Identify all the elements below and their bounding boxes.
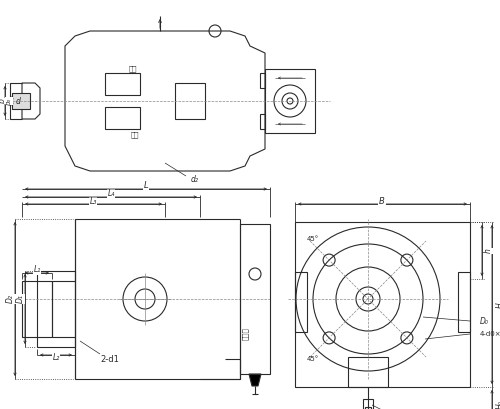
Bar	[348, 357, 388, 387]
Text: h: h	[484, 249, 492, 254]
Bar	[240, 224, 270, 374]
Text: 2-d1: 2-d1	[100, 355, 119, 364]
Bar	[260, 73, 265, 88]
Bar	[363, 399, 373, 409]
Text: L₂: L₂	[52, 353, 60, 362]
Bar	[175, 83, 205, 119]
Bar	[458, 272, 470, 332]
Bar	[12, 93, 30, 109]
Bar	[37, 271, 75, 347]
Text: D₂: D₂	[6, 294, 15, 303]
Text: D₁: D₁	[16, 294, 24, 303]
Text: D₀: D₀	[480, 317, 489, 326]
Text: H: H	[496, 302, 500, 308]
Text: L₄: L₄	[108, 189, 114, 198]
Text: 4-d0×h0: 4-d0×h0	[480, 331, 500, 337]
Text: 出口: 出口	[129, 66, 137, 72]
Polygon shape	[249, 374, 261, 386]
Text: L₁: L₁	[34, 265, 40, 274]
Bar	[22, 281, 52, 337]
Bar	[105, 107, 140, 129]
Text: 45°: 45°	[307, 356, 319, 362]
Bar	[260, 114, 265, 129]
Bar	[105, 73, 140, 95]
Bar	[295, 272, 307, 332]
Text: b₀: b₀	[6, 97, 12, 105]
Text: L₃: L₃	[90, 196, 96, 205]
Text: L: L	[144, 182, 148, 191]
Text: d: d	[16, 97, 20, 106]
Bar	[295, 222, 470, 387]
Text: d₂: d₂	[191, 175, 199, 184]
Text: 控油嘴: 控油嘴	[242, 328, 248, 340]
Text: 进口: 进口	[131, 132, 139, 138]
Text: B: B	[379, 196, 385, 205]
Text: H₀: H₀	[496, 401, 500, 409]
Text: 45°: 45°	[307, 236, 319, 242]
Bar	[265, 69, 315, 133]
Text: b: b	[0, 99, 6, 103]
Bar	[365, 407, 371, 409]
